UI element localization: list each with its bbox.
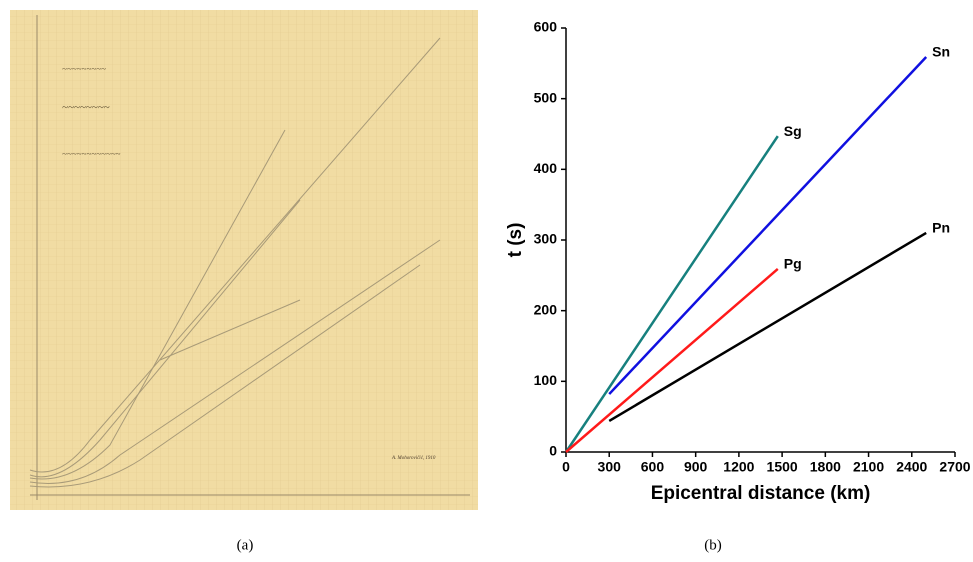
x-tick-label: 1500 [767, 459, 798, 475]
y-tick-label: 100 [534, 372, 558, 388]
y-tick-label: 200 [534, 301, 558, 317]
chart: 0 300 600 900 1200 1500 1800 2100 2400 2700 0 100 20… [505, 19, 971, 504]
x-tick-label: 1200 [723, 459, 754, 475]
x-tick-label: 2400 [896, 459, 927, 475]
y-tick-label: 400 [534, 160, 558, 176]
y-tick-label: 500 [534, 89, 558, 105]
series-label: Pg [784, 256, 802, 272]
y-tick-label: 600 [534, 19, 558, 35]
x-axis-label: Epicentral distance (km) [651, 483, 871, 504]
historical-plot: ~~~~~~~~~ ~~~~~~~~ ~~~~~~~~~~~~ A. Mohor… [10, 10, 478, 510]
old-curves [29, 37, 441, 488]
svg-text:~~~~~~~~~~~~: ~~~~~~~~~~~~ [62, 149, 121, 159]
x-tick-label: 600 [641, 459, 665, 475]
series-line [608, 56, 928, 395]
svg-text:~~~~~~~~~: ~~~~~~~~~ [62, 64, 106, 74]
y-tick-label: 0 [549, 443, 557, 459]
series-line [564, 135, 779, 453]
paper-grid [10, 10, 478, 510]
signature: A. Mohorovičić, 1910 [391, 456, 436, 461]
svg-text:~~~~~~~~: ~~~~~~~~ [62, 102, 110, 114]
x-tick-label: 2700 [939, 459, 970, 475]
panel-label: (b) [704, 537, 722, 553]
series-line [565, 268, 779, 453]
series-line [608, 231, 927, 422]
y-axis-label: t (s) [505, 223, 526, 258]
x-tick-label: 300 [598, 459, 622, 475]
y-tick-label: 300 [534, 231, 558, 247]
handwriting: ~~~~~~~~~ ~~~~~~~~ ~~~~~~~~~~~~ [62, 64, 121, 159]
series-label: Pn [932, 220, 950, 236]
x-tick-label: 900 [684, 459, 708, 475]
series-label: Sg [784, 123, 802, 139]
panel-label: (a) [237, 537, 254, 553]
x-tick-label: 1800 [810, 459, 841, 475]
x-tick-label: 0 [562, 459, 570, 475]
x-tick-label: 2100 [853, 459, 884, 475]
series-label: Sn [932, 44, 950, 60]
